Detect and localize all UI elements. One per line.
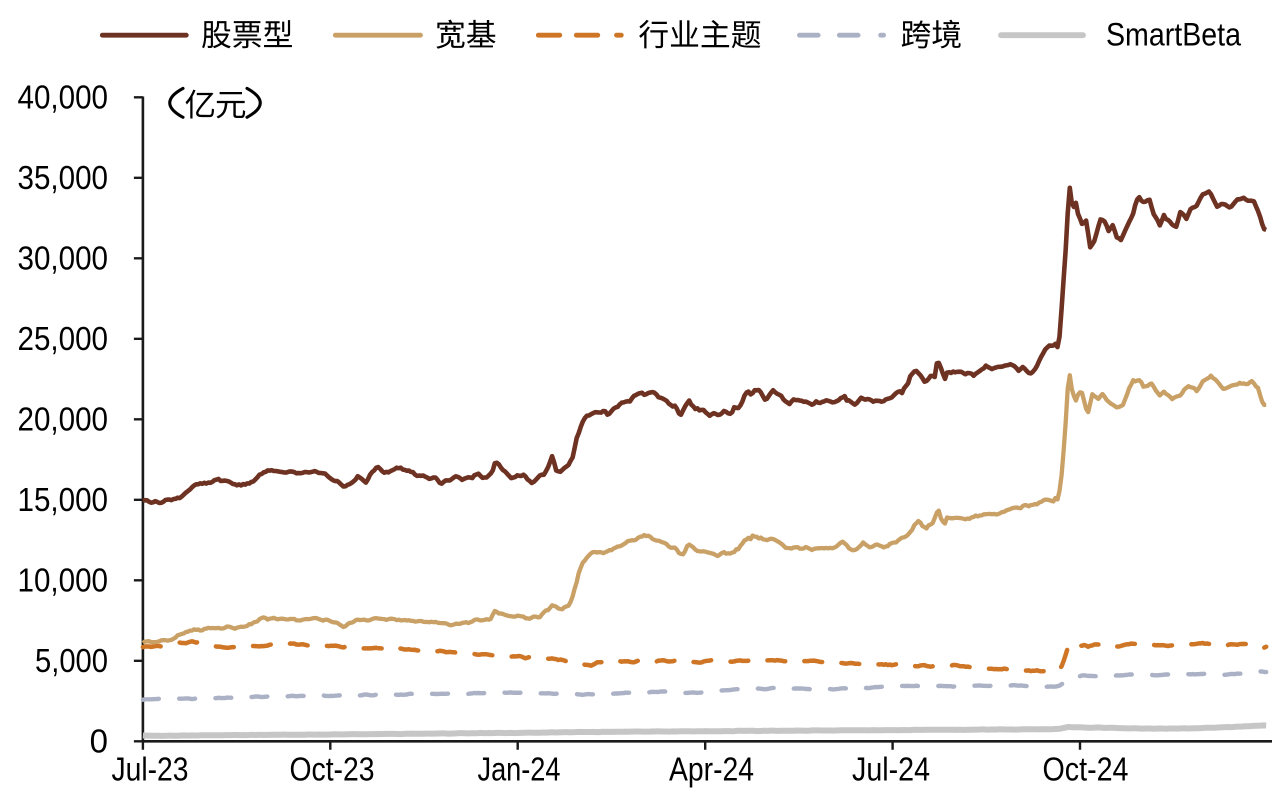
svg-text:0: 0 (90, 723, 108, 760)
svg-text:Jul-23: Jul-23 (112, 751, 189, 788)
svg-text:30,000: 30,000 (18, 240, 109, 277)
svg-text:5,000: 5,000 (35, 642, 108, 679)
svg-text:Oct-23: Oct-23 (290, 751, 375, 788)
svg-text:40,000: 40,000 (18, 79, 109, 116)
svg-text:SmartBeta: SmartBeta (1106, 17, 1241, 53)
svg-text:25,000: 25,000 (18, 320, 109, 357)
svg-text:35,000: 35,000 (18, 159, 109, 196)
svg-text:10,000: 10,000 (18, 562, 109, 599)
svg-text:15,000: 15,000 (18, 481, 109, 518)
svg-text:Jul-24: Jul-24 (852, 751, 930, 788)
svg-text:Oct-24: Oct-24 (1043, 751, 1129, 788)
svg-text:Apr-24: Apr-24 (669, 751, 754, 788)
svg-text:Jan-24: Jan-24 (478, 751, 561, 788)
svg-text:20,000: 20,000 (18, 401, 109, 438)
